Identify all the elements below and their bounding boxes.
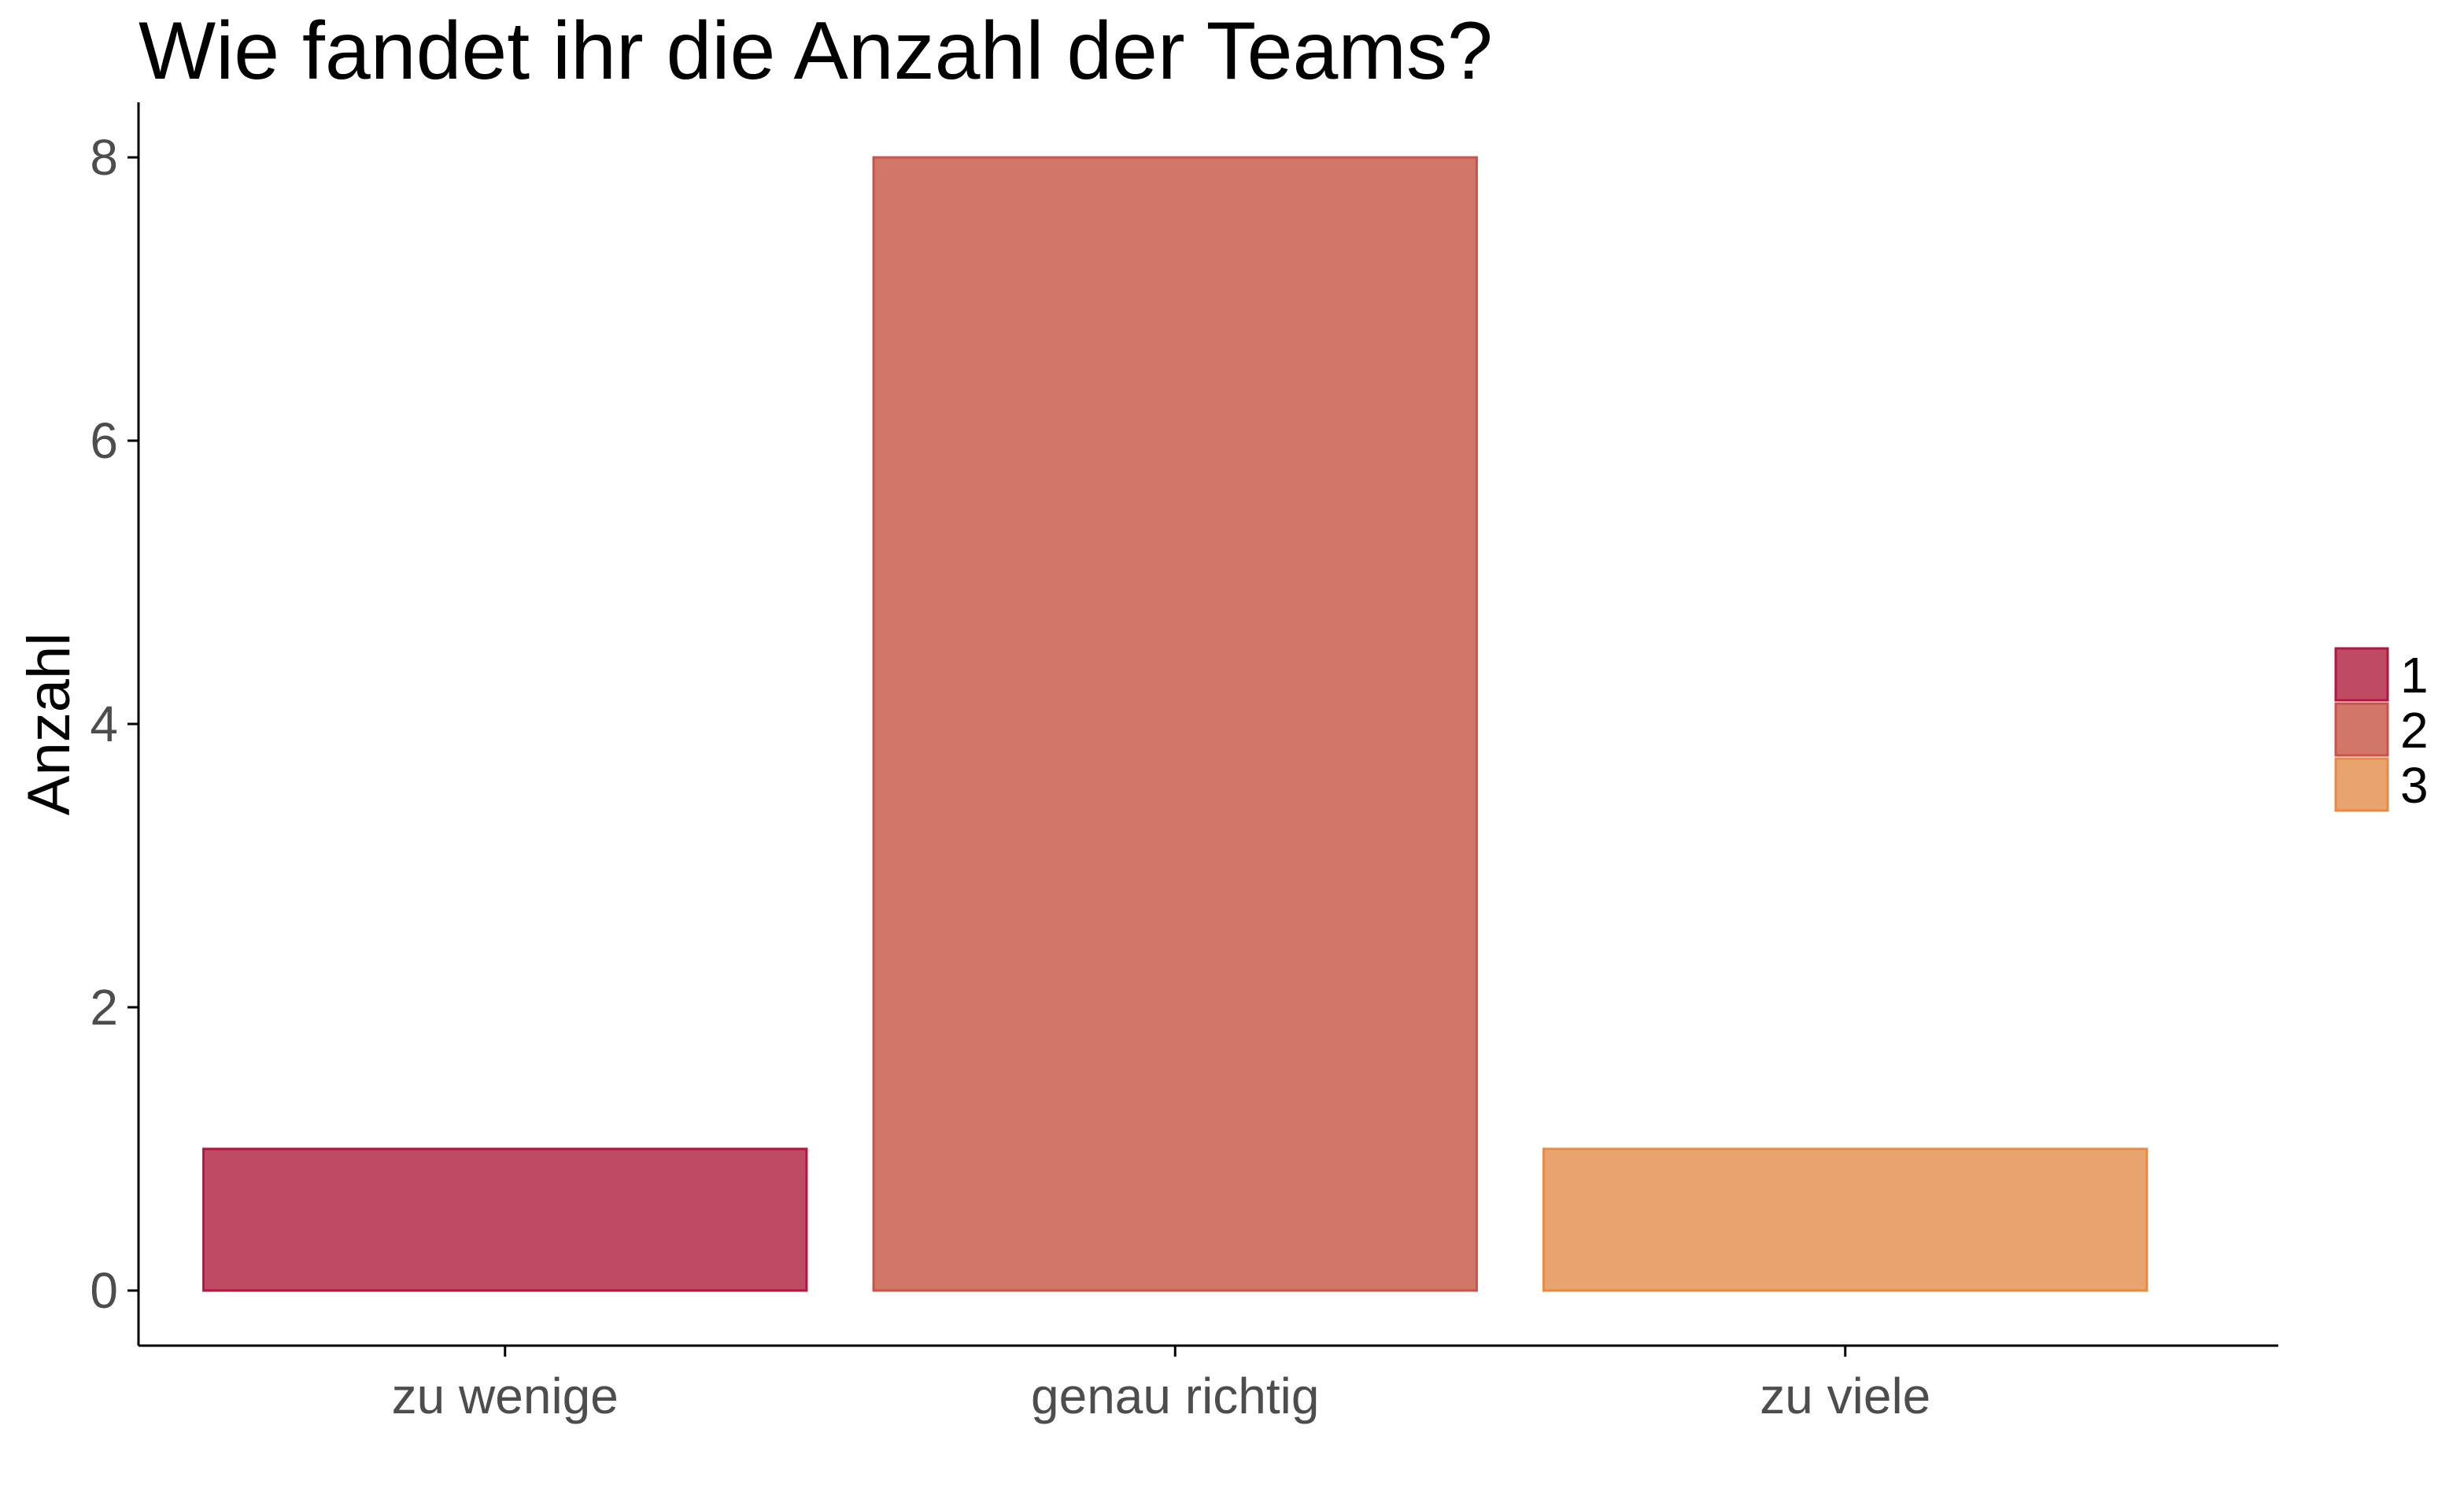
bar-genau-richtig [872, 156, 1478, 1292]
plot-area: 0 2 4 6 8 zu wenige genau richtig zu viele [90, 102, 2278, 1424]
legend: 123 [2334, 647, 2429, 814]
y-tick-label: 4 [90, 696, 118, 752]
x-tick-label: zu viele [1760, 1368, 1930, 1424]
legend-label-3: 3 [2400, 757, 2429, 814]
y-tick-label: 2 [90, 979, 118, 1036]
legend-key-1 [2334, 647, 2389, 702]
legend-key-3 [2334, 757, 2389, 812]
y-tick-label: 6 [90, 412, 118, 469]
legend-key-2 [2334, 702, 2389, 757]
y-tick-label: 0 [90, 1262, 118, 1319]
y-tick-label: 8 [90, 129, 118, 186]
x-tick-label: genau richtig [1031, 1368, 1319, 1424]
legend-label-2: 2 [2400, 702, 2429, 759]
bar-zu-viele [1542, 1147, 2148, 1292]
chart-title: Wie fandet ihr die Anzahl der Teams? [139, 6, 1493, 97]
y-axis-label: Anzahl [16, 633, 83, 815]
legend-label-1: 1 [2400, 647, 2429, 704]
x-tick-label: zu wenige [392, 1368, 619, 1424]
bar-zu-wenige [202, 1147, 808, 1292]
